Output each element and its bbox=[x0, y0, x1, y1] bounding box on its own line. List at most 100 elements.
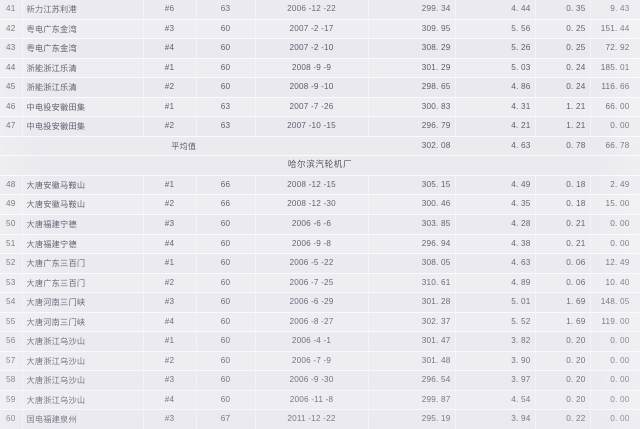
value-4: 148. 05 bbox=[590, 292, 640, 313]
capacity: 60 bbox=[196, 370, 256, 391]
average-value-3: 0. 78 bbox=[535, 136, 590, 157]
value-3: 0. 06 bbox=[535, 273, 591, 294]
row-index: 41 bbox=[0, 0, 23, 20]
value-2: 4. 44 bbox=[455, 0, 536, 20]
row-index: 49 bbox=[0, 194, 23, 216]
capacity: 60 bbox=[196, 38, 256, 59]
commission-date: 2007 -10 -15 bbox=[255, 116, 369, 137]
commission-date: 2006 -11 -8 bbox=[255, 390, 369, 411]
row-index: 55 bbox=[0, 312, 23, 333]
value-4: 0. 00 bbox=[590, 331, 640, 352]
value-2: 5. 01 bbox=[455, 292, 536, 313]
value-1: 308. 05 bbox=[368, 253, 456, 274]
commission-date: 2006 -8 -27 bbox=[255, 312, 369, 333]
commission-date: 2006 -4 -1 bbox=[255, 331, 369, 352]
value-2: 5. 56 bbox=[455, 19, 536, 40]
capacity: 60 bbox=[196, 253, 256, 274]
table-row: 50 大唐福建宁德 #3 60 2006 -6 -6 303. 85 4. 28 0. 21 0… bbox=[0, 214, 640, 235]
value-4: 0. 00 bbox=[590, 214, 640, 235]
value-2: 4. 21 bbox=[455, 116, 536, 137]
plant-name: 大唐福建宁德 bbox=[22, 234, 144, 255]
unit-number: #2 bbox=[143, 273, 197, 294]
capacity: 60 bbox=[196, 331, 256, 352]
value-3: 0. 21 bbox=[535, 214, 591, 235]
capacity: 60 bbox=[196, 214, 256, 235]
row-index: 51 bbox=[0, 234, 23, 255]
value-1: 296. 94 bbox=[368, 234, 456, 255]
unit-number: #4 bbox=[143, 312, 197, 333]
value-2: 5. 52 bbox=[455, 312, 536, 333]
unit-number: #3 bbox=[143, 409, 197, 429]
capacity: 67 bbox=[196, 409, 256, 429]
commission-date: 2008 -9 -10 bbox=[255, 77, 369, 98]
value-3: 0. 35 bbox=[535, 0, 591, 20]
unit-number: #3 bbox=[143, 19, 197, 40]
plant-name: 大唐广东三百门 bbox=[22, 273, 144, 294]
unit-number: #1 bbox=[143, 253, 197, 274]
value-2: 5. 03 bbox=[455, 58, 536, 79]
value-2: 4. 31 bbox=[455, 97, 536, 118]
capacity: 63 bbox=[196, 97, 256, 118]
value-2: 4. 86 bbox=[455, 77, 536, 98]
plant-name: 浙能浙江乐清 bbox=[22, 58, 144, 79]
section-header-label: 哈尔滨汽轮机厂 bbox=[0, 155, 640, 176]
value-1: 298. 65 bbox=[368, 77, 456, 98]
value-1: 310. 61 bbox=[368, 273, 456, 294]
value-2: 3. 94 bbox=[455, 409, 536, 429]
unit-number: #4 bbox=[143, 390, 197, 411]
commission-date: 2008 -12 -15 bbox=[255, 175, 369, 196]
row-index: 43 bbox=[0, 38, 23, 59]
value-4: 185. 01 bbox=[590, 58, 640, 79]
unit-number: #1 bbox=[143, 331, 197, 352]
value-4: 0. 00 bbox=[590, 409, 640, 429]
plant-name: 大唐安徽马鞍山 bbox=[22, 194, 144, 216]
value-1: 299. 34 bbox=[368, 0, 456, 20]
value-4: 66. 00 bbox=[590, 97, 640, 118]
commission-date: 2007 -2 -17 bbox=[255, 19, 369, 40]
value-3: 0. 18 bbox=[535, 194, 591, 216]
unit-number: #4 bbox=[143, 234, 197, 255]
commission-date: 2006 -12 -22 bbox=[255, 0, 369, 20]
unit-number: #2 bbox=[143, 116, 197, 137]
row-index: 45 bbox=[0, 77, 23, 98]
value-3: 0. 24 bbox=[535, 58, 591, 79]
row-index: 57 bbox=[0, 351, 23, 372]
capacity: 60 bbox=[196, 292, 256, 313]
value-1: 305. 15 bbox=[368, 175, 456, 196]
commission-date: 2006 -7 -25 bbox=[255, 273, 369, 294]
capacity: 60 bbox=[196, 351, 256, 372]
value-3: 0. 22 bbox=[535, 409, 591, 429]
plant-name: 大唐安徽马鞍山 bbox=[22, 175, 144, 196]
average-row: 平均值 302. 08 4. 63 0. 78 66. 78 bbox=[0, 136, 640, 157]
average-label: 平均值 bbox=[0, 136, 368, 157]
value-3: 1. 69 bbox=[535, 292, 591, 313]
table-row: 42 粤电广东金湾 #3 60 2007 -2 -17 309. 95 5. 56 0. 25… bbox=[0, 19, 640, 40]
value-2: 3. 97 bbox=[455, 370, 536, 391]
unit-number: #1 bbox=[143, 97, 197, 118]
commission-date: 2006 -6 -29 bbox=[255, 292, 369, 313]
value-2: 4. 89 bbox=[455, 273, 536, 294]
value-2: 4. 38 bbox=[455, 234, 536, 255]
table-row: 60 国电福建泉州 #3 67 2011 -12 -22 295. 19 3. 94 0. 2… bbox=[0, 409, 640, 429]
commission-date: 2006 -9 -8 bbox=[255, 234, 369, 255]
row-index: 47 bbox=[0, 116, 23, 137]
table-row: 47 中电投安徽田集 #2 63 2007 -10 -15 296. 79 4. 21 1. … bbox=[0, 116, 640, 137]
table-row: 45 浙能浙江乐清 #2 60 2008 -9 -10 298. 65 4. 86 0. 24… bbox=[0, 77, 640, 98]
value-3: 0. 25 bbox=[535, 38, 591, 59]
plant-name: 大唐河南三门峡 bbox=[22, 292, 144, 313]
table-row: 43 粤电广东金湾 #4 60 2007 -2 -10 308. 29 5. 26 0. 25… bbox=[0, 38, 640, 59]
table-row: 57 大唐浙江乌沙山 #2 60 2006 -7 -9 301. 48 3. 90 0. 20… bbox=[0, 351, 640, 372]
table-row: 54 大唐河南三门峡 #3 60 2006 -6 -29 301. 28 5. 01 1. 6… bbox=[0, 292, 640, 313]
row-index: 54 bbox=[0, 292, 23, 313]
capacity: 63 bbox=[196, 116, 256, 137]
commission-date: 2006 -6 -6 bbox=[255, 214, 369, 235]
unit-number: #4 bbox=[143, 38, 197, 59]
plant-name: 大唐福建宁德 bbox=[22, 214, 144, 235]
value-3: 1. 21 bbox=[535, 97, 591, 118]
value-2: 3. 82 bbox=[455, 331, 536, 352]
value-2: 3. 90 bbox=[455, 351, 536, 372]
capacity: 60 bbox=[196, 234, 256, 255]
unit-number: #6 bbox=[143, 0, 197, 20]
